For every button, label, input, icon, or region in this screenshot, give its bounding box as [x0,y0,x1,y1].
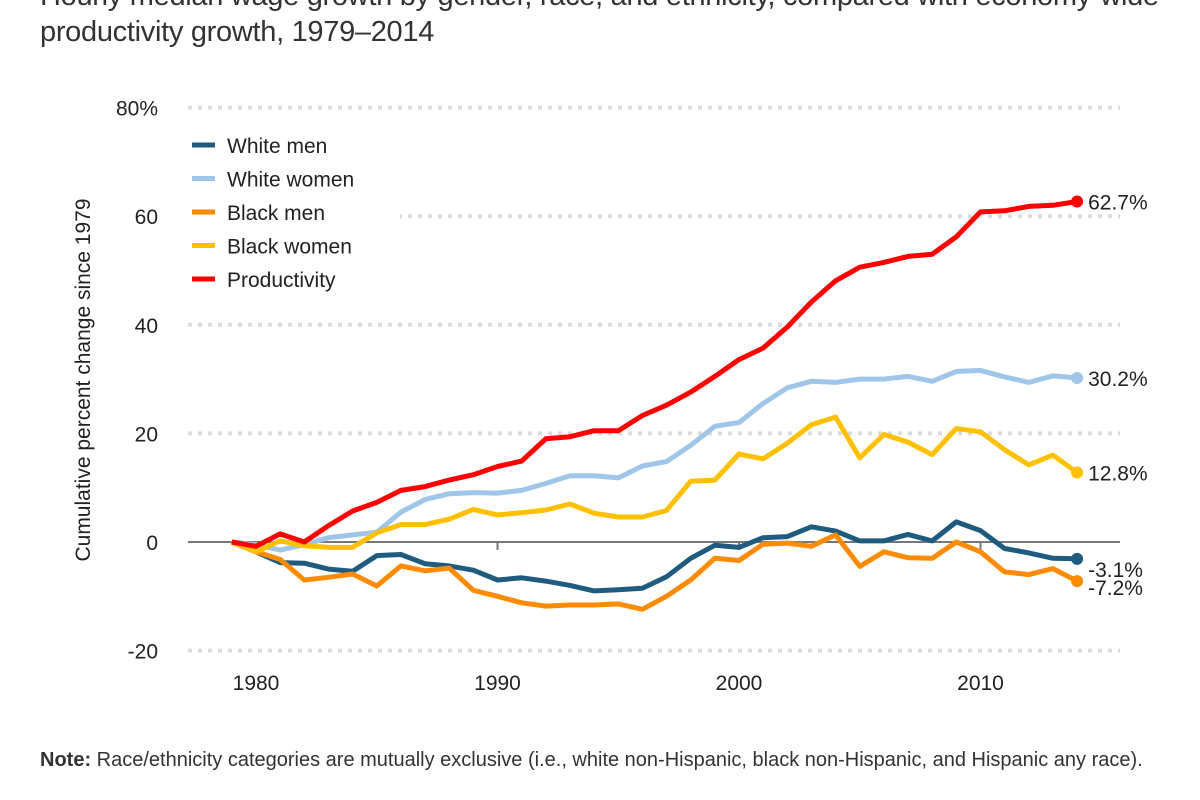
y-axis-label: Cumulative percent change since 1979 [72,198,95,561]
legend-label: Black men [227,202,325,225]
note-text: Race/ethnicity categories are mutually e… [91,749,1143,771]
end-value-label: -3.1% [1088,559,1143,582]
end-value-label: -7.2% [1088,577,1143,600]
end-value-label: 12.8% [1088,462,1148,485]
end-point [1071,466,1084,479]
series-line-white-men [230,519,1078,594]
legend-box [180,124,400,296]
x-tick-label: 2000 [716,672,763,695]
end-value-label: 62.7% [1088,192,1148,215]
series-line-black-men [230,532,1079,612]
x-tick-label: 1980 [233,672,280,695]
end-point [1071,552,1084,565]
chart-title: Hourly median wage growth by gender, rac… [40,0,1159,48]
legend-label: White men [227,135,327,158]
note-label: Note: [40,749,92,771]
chart-note: Note: Race/ethnicity categories are mutu… [40,745,1180,775]
y-tick-label: 40 [135,315,158,338]
legend-label: Productivity [227,269,336,292]
end-point [1071,575,1084,588]
x-tick-label: 1990 [474,672,521,695]
legend-label: Black women [227,236,352,259]
end-point [1071,195,1084,208]
legend-label: White women [227,169,354,192]
end-value-label: 30.2% [1088,368,1148,391]
series-line-white-women [231,367,1078,553]
y-tick-label: 20 [135,423,158,446]
y-tick-label: 0 [146,532,158,555]
series-line-productivity [231,199,1078,549]
y-tick-label: 80% [116,98,158,121]
y-tick-label: -20 [128,641,158,664]
series-line-black-women [230,414,1079,555]
y-tick-label: 60 [135,206,158,229]
end-point [1071,372,1084,385]
x-tick-label: 2010 [957,672,1004,695]
